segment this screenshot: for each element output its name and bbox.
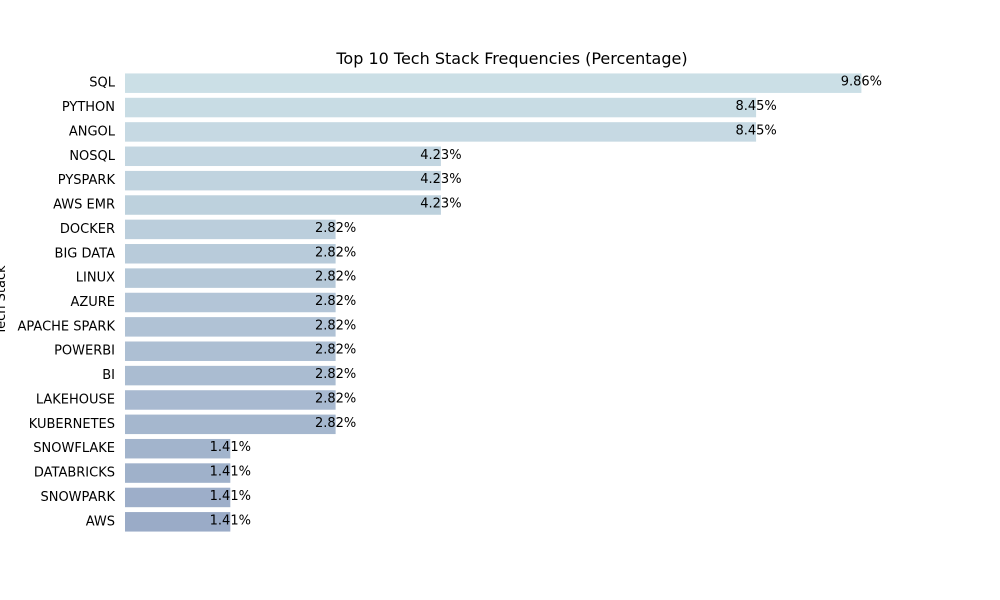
bar-kubernetes — [125, 414, 336, 435]
bar-lakehouse — [125, 390, 336, 410]
y-tick-labels-group: SQL PYTHON ANGOL NOSQL PYSPARK AWS EMR DOCKER B… — [18, 76, 116, 530]
data-label-apache-spark: 2.82% — [315, 318, 356, 333]
bar-azure — [125, 292, 336, 313]
bar-python — [125, 97, 757, 118]
y-tick-label-databricks: DATABRICKS — [34, 466, 115, 481]
bar-aws — [125, 512, 231, 532]
y-tick-label-docker: DOCKER — [60, 222, 115, 237]
data-label-nosql: 4.23% — [420, 148, 461, 163]
data-label-big-data: 2.82% — [315, 245, 356, 260]
y-tick-label-big-data: BIG DATA — [55, 246, 116, 261]
data-label-pyspark: 4.23% — [420, 172, 461, 187]
y-tick-label-powerbi: POWERBI — [54, 344, 115, 359]
y-tick-label-nosql: NOSQL — [69, 149, 115, 164]
bar-snowpark — [125, 487, 231, 508]
data-label-linux: 2.82% — [315, 270, 356, 285]
y-tick-label-pyspark: PYSPARK — [58, 173, 116, 188]
y-tick-label-lakehouse: LAKEHOUSE — [36, 392, 115, 407]
y-tick-label-bi: BI — [102, 368, 115, 383]
data-label-snowpark: 1.41% — [210, 489, 251, 504]
data-label-aws-emr: 4.23% — [420, 197, 461, 212]
y-tick-label-sql: SQL — [89, 76, 115, 91]
data-label-sql: 9.86% — [841, 75, 882, 90]
y-tick-label-angol: ANGOL — [69, 124, 116, 139]
y-tick-label-snowpark: SNOWPARK — [40, 490, 115, 505]
bar-apache-spark — [125, 317, 336, 337]
y-tick-label-snowflake: SNOWFLAKE — [33, 441, 115, 456]
bar-nosql — [125, 146, 441, 167]
bar-sql — [125, 73, 862, 93]
bar-linux — [125, 268, 336, 288]
data-label-angol: 8.45% — [735, 123, 776, 138]
y-axis-label: Tech Stack — [0, 265, 9, 336]
data-label-snowflake: 1.41% — [210, 440, 251, 455]
bar-databricks — [125, 463, 231, 483]
bar-big-data — [125, 244, 336, 264]
data-label-python: 8.45% — [735, 99, 776, 114]
y-tick-label-python: PYTHON — [62, 100, 115, 115]
bars-group — [125, 73, 862, 532]
data-label-kubernetes: 2.82% — [315, 416, 356, 431]
y-tick-label-linux: LINUX — [76, 271, 115, 286]
chart-title: Top 10 Tech Stack Frequencies (Percentag… — [335, 49, 687, 68]
bar-snowflake — [125, 438, 231, 459]
bar-aws-emr — [125, 195, 441, 215]
bar-bi — [125, 365, 336, 386]
y-tick-label-apache-spark: APACHE SPARK — [18, 319, 116, 334]
data-label-bi: 2.82% — [315, 367, 356, 382]
y-tick-label-aws: AWS — [86, 514, 115, 529]
data-label-azure: 2.82% — [315, 294, 356, 309]
data-label-databricks: 1.41% — [210, 465, 251, 480]
data-label-powerbi: 2.82% — [315, 343, 356, 358]
y-tick-label-aws-emr: AWS EMR — [53, 198, 115, 213]
y-tick-label-azure: AZURE — [70, 295, 115, 310]
data-label-docker: 2.82% — [315, 221, 356, 236]
data-label-lakehouse: 2.82% — [315, 391, 356, 406]
data-label-aws: 1.41% — [210, 513, 251, 528]
bar-angol — [125, 122, 757, 142]
bar-pyspark — [125, 170, 441, 191]
data-labels-group: 9.86% 8.45% 8.45% 4.23% 4.23% 4.23% 2.82% 2.82%… — [210, 75, 882, 529]
bar-powerbi — [125, 341, 336, 361]
y-tick-label-kubernetes: KUBERNETES — [29, 417, 115, 432]
bar-docker — [125, 219, 336, 240]
